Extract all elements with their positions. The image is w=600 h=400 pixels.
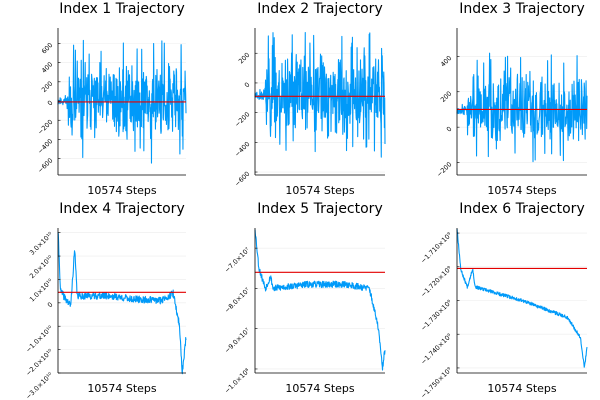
y-tick-label: −1.750×10⁹ xyxy=(419,365,453,399)
y-tick-label: 0 xyxy=(243,81,252,90)
chart-title: Index 4 Trajectory xyxy=(59,201,184,217)
y-tick-label: −200 xyxy=(233,110,251,128)
y-tick-label: 200 xyxy=(439,90,453,104)
y-tick-label: −8.0×10⁷ xyxy=(223,286,252,315)
y-tick-label: −600 xyxy=(36,156,54,174)
subplot-3: 400 200 0 −200 Index 3 Trajectory 10574 Steps xyxy=(435,1,588,197)
y-tick-label: 2.0×10¹⁰ xyxy=(28,254,55,281)
y-tick-label: 0 xyxy=(445,125,454,134)
y-tick-label: −1.720×10⁹ xyxy=(419,264,453,298)
subplot-6: −1.710×10⁹−1.720×10⁹−1.730×10⁹−1.740×10⁹… xyxy=(419,201,588,400)
y-tick-label: 200 xyxy=(237,51,251,65)
chart-title: Index 1 Trajectory xyxy=(59,1,184,17)
trajectory-line xyxy=(456,228,588,368)
x-axis-label: 10574 Steps xyxy=(285,382,355,395)
x-axis-label: 10574 Steps xyxy=(487,184,557,197)
y-tick-label: −1.740×10⁹ xyxy=(419,332,453,366)
x-axis-label: 10574 Steps xyxy=(487,382,557,395)
chart-title: Index 2 Trajectory xyxy=(257,1,382,17)
trajectory-line xyxy=(254,229,386,371)
trajectory-line xyxy=(254,31,386,158)
trajectory-line xyxy=(57,231,187,375)
y-tick-label: 200 xyxy=(40,80,54,94)
chart-title: Index 3 Trajectory xyxy=(459,1,584,17)
y-tick-label: −600 xyxy=(233,170,251,188)
y-tick-label: 0 xyxy=(46,301,55,310)
y-tick-label: 0 xyxy=(46,99,55,108)
y-tick-label: −200 xyxy=(36,118,54,136)
x-axis-label: 10574 Steps xyxy=(87,184,157,197)
y-tick-label: −1.710×10⁹ xyxy=(419,231,453,265)
chart-title: Index 5 Trajectory xyxy=(257,201,382,217)
y-tick-label: 400 xyxy=(40,60,54,74)
y-tick-label: 3.0×10¹⁰ xyxy=(28,230,55,257)
y-tick-label: −400 xyxy=(36,137,54,155)
chart-title: Index 6 Trajectory xyxy=(459,201,584,217)
y-tick-label: −400 xyxy=(233,140,251,158)
subplot-5: −7.0×10⁷ −8.0×10⁷ −9.0×10⁷ −1.0×10⁸ Index 5 … xyxy=(223,201,386,395)
subplot-2: 200 0 −200 −400 −600 Index 2 Trajectory 10574 … xyxy=(233,1,386,197)
subplot-1: 600 400 200 0 −200−400−600 Index 1 Trajectory… xyxy=(36,1,187,197)
trajectory-line xyxy=(57,39,187,164)
x-axis-label: 10574 Steps xyxy=(87,382,157,395)
y-tick-label: −200 xyxy=(435,160,453,178)
y-tick-label: 600 xyxy=(40,41,54,55)
y-tick-label: −1.730×10⁹ xyxy=(419,298,453,332)
trajectory-line xyxy=(456,52,588,163)
y-tick-label: −7.0×10⁷ xyxy=(223,246,252,275)
y-tick-label: −1.0×10⁸ xyxy=(223,366,252,395)
y-tick-label: 400 xyxy=(439,54,453,68)
x-axis-label: 10574 Steps xyxy=(285,184,355,197)
subplot-4: 3.0×10¹⁰2.0×10¹⁰1.0×10¹⁰0−1.0×10¹⁰−2.0×1… xyxy=(24,201,187,400)
y-tick-label: −9.0×10⁷ xyxy=(223,326,252,355)
y-tick-label: 1.0×10¹⁰ xyxy=(28,277,55,304)
